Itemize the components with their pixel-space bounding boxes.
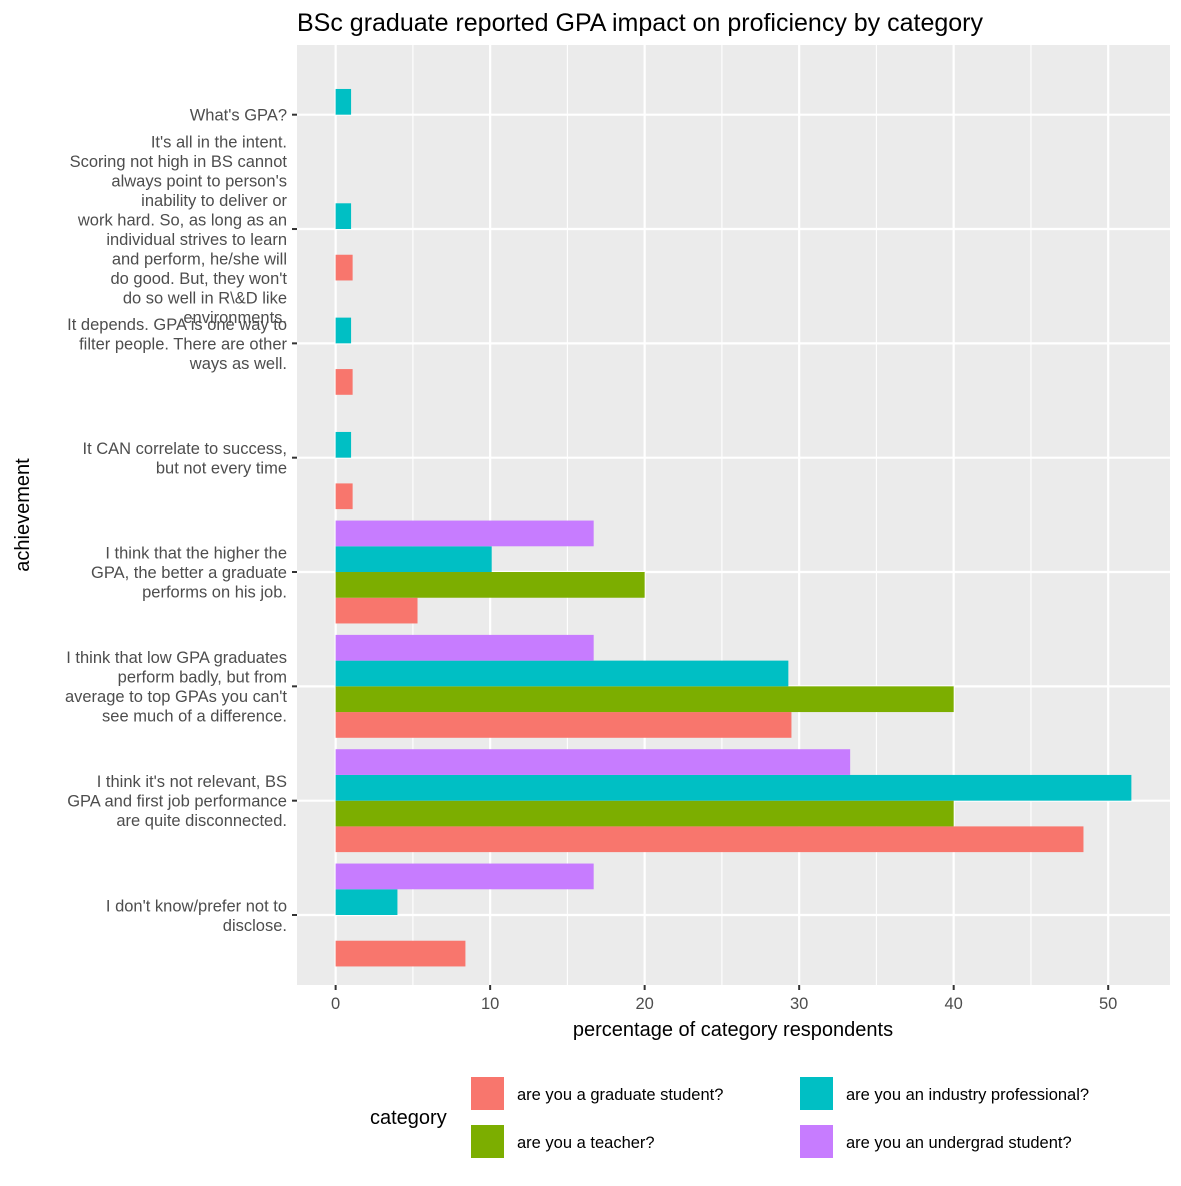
x-tick-label: 10 [481, 995, 499, 1013]
y-tick-label: It depends. GPA is one way to filter peop… [67, 316, 287, 373]
y-tick-label: I think that low GPA graduates perform ba… [65, 649, 287, 726]
y-tick-label: I think that the higher the GPA, the bett… [91, 545, 287, 602]
bar [335, 889, 398, 915]
bar [335, 520, 594, 547]
bar [335, 634, 594, 661]
x-tick-label: 50 [1099, 995, 1117, 1013]
chart-title: BSc graduate reported GPA impact on prof… [297, 9, 984, 37]
legend-title: category [370, 1107, 447, 1129]
legend-label: are you an industry professional? [846, 1086, 1089, 1104]
bar [335, 597, 418, 624]
bar [335, 749, 851, 775]
bar [335, 369, 353, 395]
y-axis-label: achievement [12, 458, 34, 572]
y-tick-label: It's all in the intent. Scoring not high … [70, 133, 288, 326]
bar [335, 686, 954, 713]
x-tick-label: 30 [790, 995, 808, 1013]
bar [335, 431, 352, 458]
bar [335, 483, 353, 510]
y-axis: I don't know/prefer not to disclose. I thi… [65, 107, 297, 935]
bar [335, 546, 492, 573]
bar [335, 317, 352, 344]
bar [335, 572, 645, 598]
x-tick-label: 40 [945, 995, 963, 1013]
x-tick-label: 0 [331, 995, 340, 1013]
y-tick-label: What's GPA? [190, 107, 287, 125]
legend-key [800, 1125, 833, 1158]
bar [335, 254, 353, 281]
y-tick-label: I don't know/prefer not to disclose. [106, 897, 287, 935]
x-axis: 0 10 20 30 40 50 [331, 985, 1117, 1013]
legend-key [800, 1077, 833, 1110]
legend-key [471, 1125, 504, 1158]
legend-label: are you an undergrad student? [846, 1134, 1072, 1152]
bar [335, 940, 466, 967]
bar [335, 712, 792, 738]
bar [335, 660, 789, 687]
x-axis-label: percentage of category respondents [573, 1019, 893, 1041]
y-tick-label: It CAN correlate to success, but not ever… [83, 440, 288, 478]
y-tick-label: I think it's not relevant, BS GPA and fir… [67, 773, 287, 830]
x-tick-label: 20 [635, 995, 653, 1013]
bars-group [335, 88, 1132, 967]
bar [335, 203, 352, 230]
bar [335, 88, 352, 115]
legend-label: are you a graduate student? [517, 1086, 723, 1104]
bar [335, 826, 1084, 853]
bar [335, 863, 594, 890]
bar [335, 800, 954, 827]
legend: category are you a graduate student? are … [370, 1077, 1089, 1158]
legend-key [471, 1077, 504, 1110]
legend-label: are you a teacher? [517, 1134, 655, 1152]
bar [335, 774, 1132, 801]
